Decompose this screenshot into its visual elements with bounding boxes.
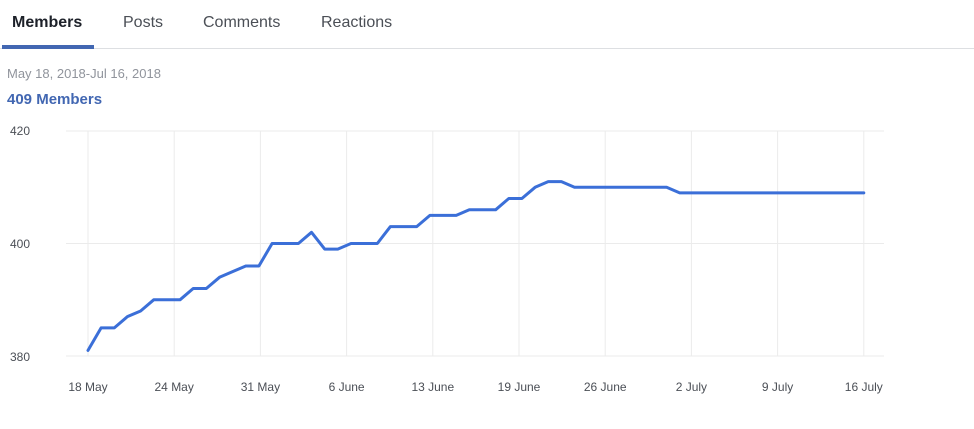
x-tick-label: 19 June: [497, 380, 541, 394]
x-tick-label: 13 June: [411, 380, 455, 394]
tab-reactions[interactable]: Reactions: [321, 14, 393, 31]
y-tick-label: 420: [9, 124, 30, 138]
members-count: 409 Members: [7, 91, 103, 108]
y-tick-label: 400: [9, 237, 30, 251]
y-tick-label: 380: [9, 350, 30, 364]
date-range: May 18, 2018-Jul 16, 2018: [7, 66, 161, 81]
members-series-line[interactable]: [86, 180, 866, 352]
x-tick-label: 9 July: [761, 380, 794, 394]
tab-bar: Members Posts Comments Reactions: [0, 0, 974, 49]
x-tick-label: 6 June: [328, 380, 365, 394]
x-tick-label: 26 June: [583, 380, 627, 394]
x-tick-label: 31 May: [240, 380, 281, 394]
x-tick-label: 18 May: [68, 380, 108, 394]
tab-comments[interactable]: Comments: [203, 14, 281, 31]
tab-posts[interactable]: Posts: [123, 14, 164, 31]
active-tab-indicator: [2, 45, 94, 49]
x-tick-label: 16 July: [844, 380, 883, 394]
x-tick-label: 2 July: [675, 380, 708, 394]
tab-members[interactable]: Members: [12, 14, 83, 31]
x-tick-label: 24 May: [154, 380, 194, 394]
